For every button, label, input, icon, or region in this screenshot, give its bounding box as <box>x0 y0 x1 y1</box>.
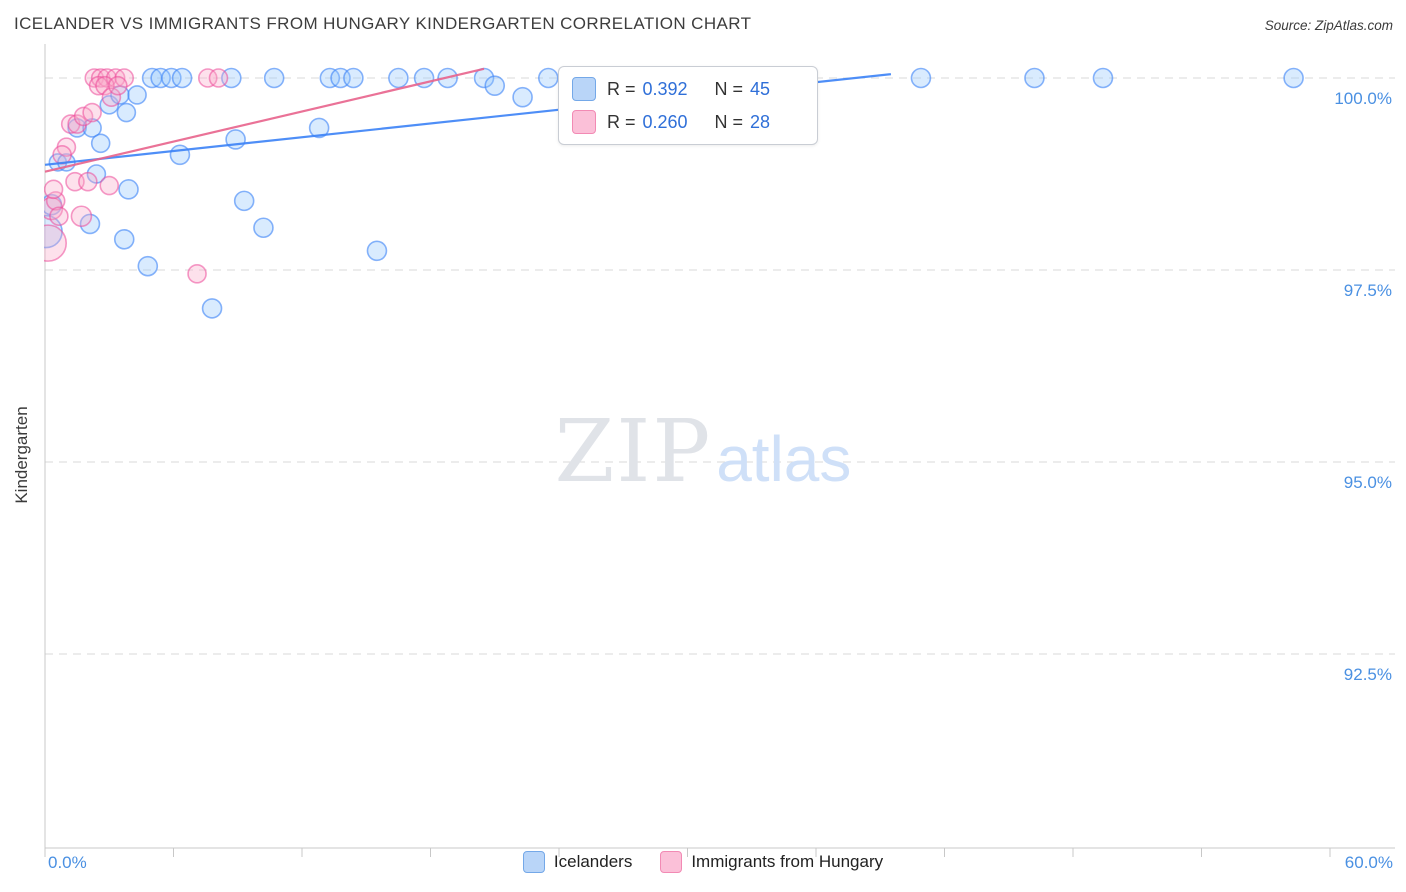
page-title: ICELANDER VS IMMIGRANTS FROM HUNGARY KIN… <box>14 14 752 33</box>
legend-item-hungary: Immigrants from Hungary <box>660 851 883 873</box>
bottom-legend: Icelanders Immigrants from Hungary <box>0 851 1406 873</box>
n-value-icelanders: 45 <box>750 78 771 99</box>
r-label: R = <box>607 111 636 132</box>
y-tick-label: 92.5% <box>1344 665 1392 684</box>
legend-item-label: Icelanders <box>553 852 633 871</box>
icelanders-swatch-icon <box>522 851 545 873</box>
n-value-hungary: 28 <box>750 111 771 132</box>
legend-item-icelanders: Icelanders <box>522 851 633 873</box>
y-tick-label: 97.5% <box>1344 281 1392 300</box>
icelanders-points <box>44 67 1304 319</box>
legend-item-label: Immigrants from Hungary <box>691 852 884 871</box>
n-label: N = <box>714 111 744 132</box>
r-label: R = <box>607 78 636 99</box>
hungary-trendline <box>44 67 485 173</box>
hungary-swatch-icon <box>572 110 596 134</box>
x-axis-max-label: 60.0% <box>1344 853 1393 872</box>
y-axis-tick-labels: 100.0% 97.5% 95.0% 92.5% <box>1334 89 1392 684</box>
hungary-swatch-icon <box>660 851 683 873</box>
r-value-hungary: 0.260 <box>642 111 688 132</box>
x-axis-min-label: 0.0% <box>48 853 87 872</box>
y-axis-label: Kindergarten <box>12 406 31 504</box>
icelanders-swatch-icon <box>572 77 596 101</box>
y-tick-label: 95.0% <box>1344 473 1392 492</box>
gridlines <box>45 77 1395 655</box>
axes <box>44 44 1395 857</box>
r-value-icelanders: 0.392 <box>642 78 688 99</box>
correlation-legend-box: R = 0.392 N = 45 R = 0.260 N = 28 <box>558 66 818 145</box>
n-label: N = <box>714 78 744 99</box>
legend-row-icelanders: R = 0.392 N = 45 <box>572 77 804 101</box>
y-tick-label: 100.0% <box>1334 89 1392 108</box>
legend-row-hungary: R = 0.260 N = 28 <box>572 110 804 134</box>
source-attribution: Source: ZipAtlas.com <box>1264 18 1393 33</box>
